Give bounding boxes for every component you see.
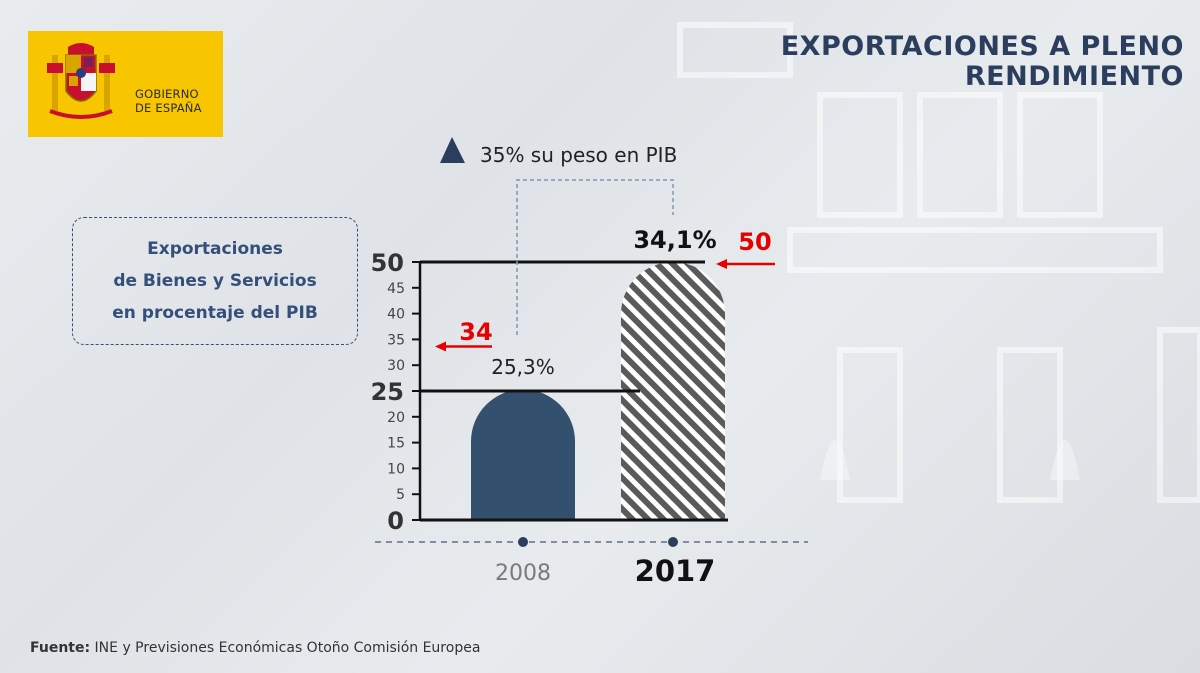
source-label: Fuente: <box>30 640 91 656</box>
value-label-2008: 25,3% <box>491 355 555 379</box>
annotation-text: 35% su peso en PIB <box>480 143 677 167</box>
red-annotation-50: 50 <box>738 228 771 256</box>
y-tick-label: 25 <box>371 378 404 406</box>
logo-text: GOBIERNO DE ESPAÑA <box>135 87 225 115</box>
x-axis-dot <box>518 537 528 547</box>
logo-line-2: DE ESPAÑA <box>135 101 202 115</box>
y-tick-label: 10 <box>387 461 405 477</box>
page-title-line-1: EXPORTACIONES A PLENO <box>780 31 1184 62</box>
source-note: Fuente: INE y Previsiones Económicas Oto… <box>30 640 480 656</box>
y-tick-label: 0 <box>387 507 404 535</box>
source-text: INE y Previsiones Económicas Otoño Comis… <box>94 640 481 656</box>
coat-of-arms-icon <box>47 43 115 119</box>
bar-2008 <box>471 389 575 520</box>
x-tick-label-2008: 2008 <box>495 561 551 586</box>
chart-description-line-1: Exportaciones <box>147 239 283 259</box>
chart-description-box: Exportaciones de Bienes y Servicios en p… <box>72 217 358 345</box>
red-arrowhead-34 <box>435 341 446 352</box>
y-tick-label: 15 <box>387 436 405 452</box>
y-tick-label: 5 <box>396 487 405 503</box>
x-axis-dot <box>668 537 678 547</box>
red-annotation-34: 34 <box>459 318 492 346</box>
up-triangle-icon <box>440 137 465 163</box>
red-arrowhead-50 <box>716 259 727 269</box>
bar-2017 <box>621 262 725 520</box>
logo: GOBIERNO DE ESPAÑA <box>28 31 223 137</box>
y-tick-label: 40 <box>387 307 405 323</box>
chart-description-line-2: de Bienes y Servicios <box>113 271 317 291</box>
y-tick-label: 20 <box>387 410 405 426</box>
page-title: EXPORTACIONES A PLENO RENDIMIENTO <box>664 32 1184 92</box>
y-tick-label: 35 <box>387 332 405 348</box>
x-tick-label-2017: 2017 <box>635 554 716 588</box>
value-label-2017: 34,1% <box>633 226 716 254</box>
logo-line-1: GOBIERNO <box>135 87 199 101</box>
annotation-bracket <box>516 179 674 335</box>
y-tick-label: 30 <box>387 358 405 374</box>
y-tick-label: 50 <box>371 249 404 277</box>
y-tick-label: 45 <box>387 281 405 297</box>
chart-description-line-3: en procentaje del PIB <box>112 303 318 323</box>
page-title-line-2: RENDIMIENTO <box>964 61 1184 92</box>
